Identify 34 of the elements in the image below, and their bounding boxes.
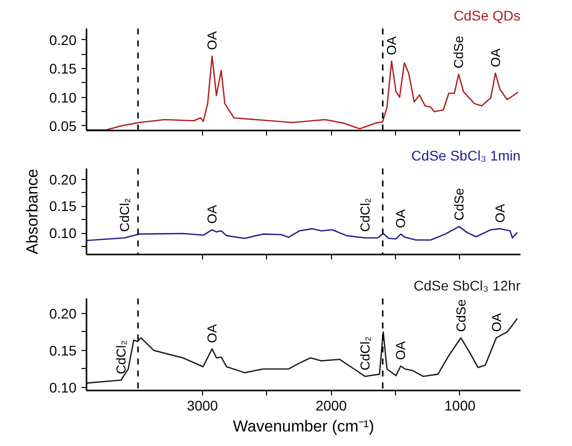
- annotation: OA: [204, 30, 220, 50]
- x-tick-label: 3000: [186, 398, 218, 414]
- annotation: OA: [393, 208, 408, 228]
- y-axis-title: Absorbance: [24, 168, 42, 254]
- y-tick-label: 0.20: [49, 32, 77, 48]
- annotation: CdSe: [451, 188, 466, 221]
- x-axis-title: Wavenumber (cm⁻¹): [232, 418, 374, 436]
- text: CdSe SbCl₃ 1min: [411, 148, 521, 164]
- annotation: CdSe: [453, 299, 468, 332]
- annotation: OA: [384, 36, 400, 56]
- annotation: OA: [204, 204, 220, 224]
- annotation: CdCl₂: [117, 198, 132, 232]
- y-tick-label: 0.20: [49, 171, 77, 188]
- x-tick-label: 1000: [444, 398, 476, 414]
- annotation: CdCl₂: [114, 340, 129, 374]
- annotation: CdSe: [451, 36, 466, 68]
- text: CdSe QDs: [454, 8, 521, 24]
- y-tick-label: 0.05: [49, 118, 77, 134]
- annotation: OA: [488, 312, 504, 332]
- y-tick-label: 0.20: [49, 305, 77, 322]
- annotation: CdCl₂: [358, 336, 373, 370]
- annotation: CdCl₂: [358, 198, 373, 232]
- series-label: CdSe SbCl₃ 12hr: [414, 278, 521, 294]
- y-tick-label: 0.15: [49, 60, 77, 77]
- y-tick-label: 0.10: [49, 225, 77, 241]
- y-tick-label: 0.10: [49, 89, 77, 106]
- annotation: OA: [393, 340, 408, 360]
- annotation: OA: [492, 204, 508, 223]
- x-tick-label: 2000: [316, 398, 347, 414]
- y-tick-label: 0.15: [49, 198, 77, 214]
- y-tick-label: 0.15: [49, 342, 77, 358]
- annotation: OA: [204, 324, 220, 343]
- y-tick-label: 0.10: [49, 380, 77, 396]
- annotation: OA: [488, 48, 503, 68]
